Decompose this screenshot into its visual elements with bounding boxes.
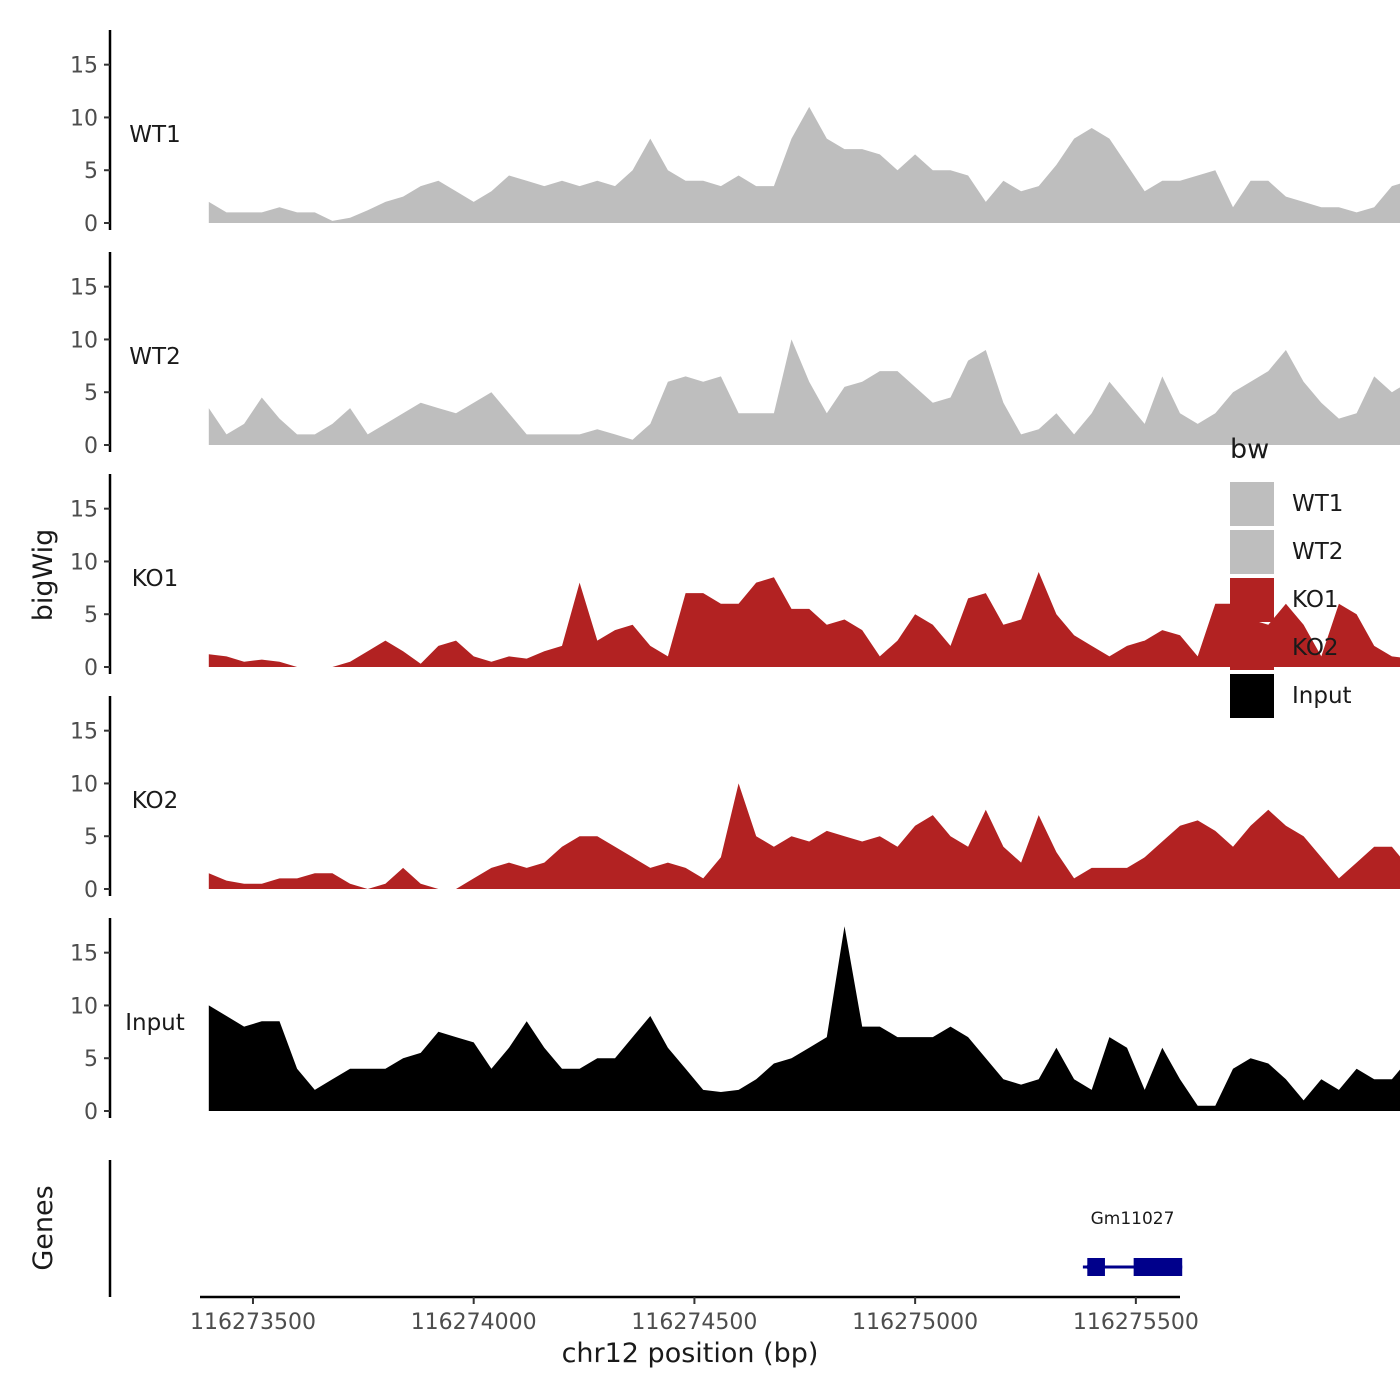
legend-swatch	[1230, 626, 1274, 670]
y-tick-label: 10	[70, 328, 98, 353]
legend: bw WT1 WT2 KO1 KO2 Input	[1230, 432, 1390, 720]
y-tick-label: 0	[84, 656, 98, 681]
x-tick-label: 116273500	[190, 1310, 316, 1335]
x-axis: 116273500 116274000 116274500 116275000 1162…	[190, 1295, 1199, 1335]
panel-label: Input	[125, 1010, 185, 1036]
panel-label: KO1	[132, 566, 179, 592]
y-axis-title: bigWig	[28, 529, 59, 622]
legend-entry-input: Input	[1230, 672, 1390, 720]
legend-entry-wt1: WT1	[1230, 480, 1390, 528]
panel-ko2: 0 5 10 15 KO2	[70, 696, 1400, 903]
signal-area-wt2	[208, 339, 1400, 445]
y-tick-label: 15	[70, 720, 98, 745]
legend-swatch	[1230, 674, 1274, 718]
panel-input: 0 5 10 15 Input	[70, 918, 1400, 1125]
y-tick-label: 15	[70, 54, 98, 79]
y-tick-label: 10	[70, 550, 98, 575]
signal-area-ko2	[208, 783, 1400, 889]
y-tick-label: 5	[84, 159, 98, 184]
x-tick-label: 116275500	[1073, 1310, 1199, 1335]
y-tick-label: 10	[70, 106, 98, 131]
y-tick-label: 5	[84, 603, 98, 628]
panel-wt2: 0 5 10 15 WT2	[70, 252, 1400, 459]
y-tick-label: 15	[70, 276, 98, 301]
legend-swatch	[1230, 482, 1274, 526]
x-tick-label: 116275000	[852, 1310, 978, 1335]
legend-label: Input	[1292, 683, 1352, 709]
panel-label: WT2	[129, 344, 180, 370]
legend-label: KO2	[1292, 635, 1339, 661]
signal-area-input	[208, 926, 1400, 1111]
y-tick-label: 10	[70, 994, 98, 1019]
gene-exon	[1087, 1258, 1105, 1276]
gene-exon	[1133, 1258, 1183, 1276]
panel-ko1: 0 5 10 15 KO1	[70, 474, 1400, 681]
x-axis-title: chr12 position (bp)	[562, 1338, 819, 1369]
panel-label: KO2	[132, 788, 179, 814]
panel-wt1: 0 5 10 15 WT1	[70, 30, 1400, 237]
y-tick-label: 0	[84, 878, 98, 903]
x-tick-label: 116274500	[631, 1310, 757, 1335]
legend-title: bw	[1230, 434, 1270, 465]
legend-swatch	[1230, 578, 1274, 622]
gene-strand-arrow	[1084, 1260, 1096, 1274]
y-tick-label: 15	[70, 942, 98, 967]
y-tick-label: 0	[84, 1100, 98, 1125]
genes-track-title: Genes	[28, 1185, 59, 1270]
legend-label: KO1	[1292, 587, 1339, 613]
gene-gm11027: Gm11027	[1082, 1209, 1183, 1276]
y-tick-label: 5	[84, 1047, 98, 1072]
y-tick-label: 5	[84, 381, 98, 406]
legend-label: WT2	[1292, 539, 1344, 565]
gene-label: Gm11027	[1091, 1209, 1175, 1229]
y-tick-label: 0	[84, 212, 98, 237]
legend-label: WT1	[1292, 491, 1344, 517]
y-tick-label: 15	[70, 498, 98, 523]
x-tick-label: 116274000	[411, 1310, 537, 1335]
signal-panels: 0 5 10 15 WT1 0 5 10 15 WT2 0 5 10 15 KO1 0 5 10 15 KO2 0 5 10…	[70, 30, 1400, 1125]
y-tick-label: 0	[84, 434, 98, 459]
y-tick-label: 5	[84, 825, 98, 850]
panel-label: WT1	[129, 122, 180, 148]
genes-track: Gm11027	[108, 1160, 1183, 1297]
legend-entry-ko1: KO1	[1230, 576, 1390, 624]
legend-swatch	[1230, 530, 1274, 574]
legend-entry-ko2: KO2	[1230, 624, 1390, 672]
signal-area-ko1	[208, 572, 1400, 667]
legend-entry-wt2: WT2	[1230, 528, 1390, 576]
signal-area-wt1	[208, 106, 1400, 223]
y-tick-label: 10	[70, 772, 98, 797]
